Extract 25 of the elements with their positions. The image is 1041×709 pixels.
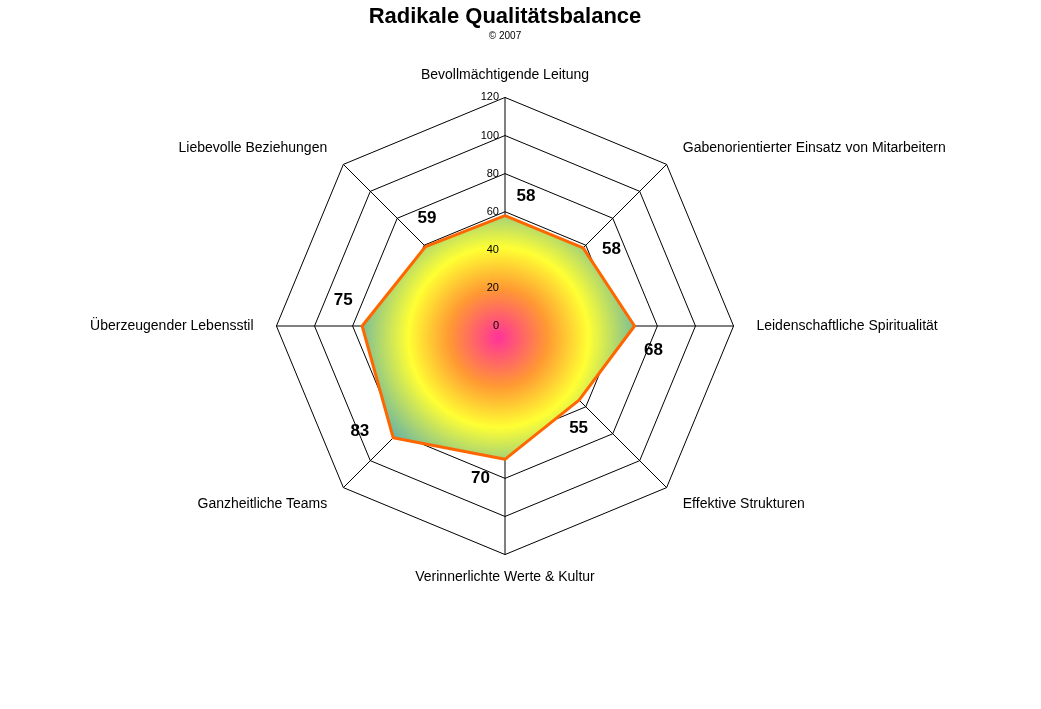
spoke-label: Leidenschaftliche Spiritualität	[756, 317, 938, 333]
data-label: 75	[333, 289, 353, 309]
spoke-label: Effektive Strukturen	[682, 494, 805, 511]
y-tick-label: 100	[480, 128, 499, 141]
y-tick-label: 20	[486, 280, 499, 293]
chart-subtitle: © 2007	[488, 30, 522, 41]
chart-title: Radikale Qualitätsbalance	[368, 3, 642, 28]
spoke-label: Überzeugender Lebensstil	[90, 316, 254, 333]
spoke-label: Ganzheitliche Teams	[197, 494, 328, 511]
data-label: 83	[350, 420, 370, 440]
spoke-label: Liebevolle Beziehungen	[178, 139, 328, 156]
y-tick-label: 120	[480, 90, 499, 103]
y-tick-label: 0	[492, 319, 499, 331]
spoke-label: Bevollmächtigende Leitung	[420, 65, 590, 82]
data-label: 55	[569, 417, 589, 437]
y-tick-label: 80	[486, 166, 499, 179]
data-label: 70	[470, 468, 490, 488]
data-label: 58	[516, 186, 536, 206]
data-label: 58	[602, 239, 622, 259]
y-tick-label: 40	[486, 242, 499, 255]
spoke-label: Gabenorientierter Einsatz von Mitarbeitern	[682, 139, 946, 156]
y-tick-label: 60	[486, 204, 499, 217]
data-label: 68	[644, 339, 664, 359]
data-label: 59	[417, 207, 437, 227]
spoke-label: Verinnerlichte Werte & Kultur	[415, 568, 596, 585]
